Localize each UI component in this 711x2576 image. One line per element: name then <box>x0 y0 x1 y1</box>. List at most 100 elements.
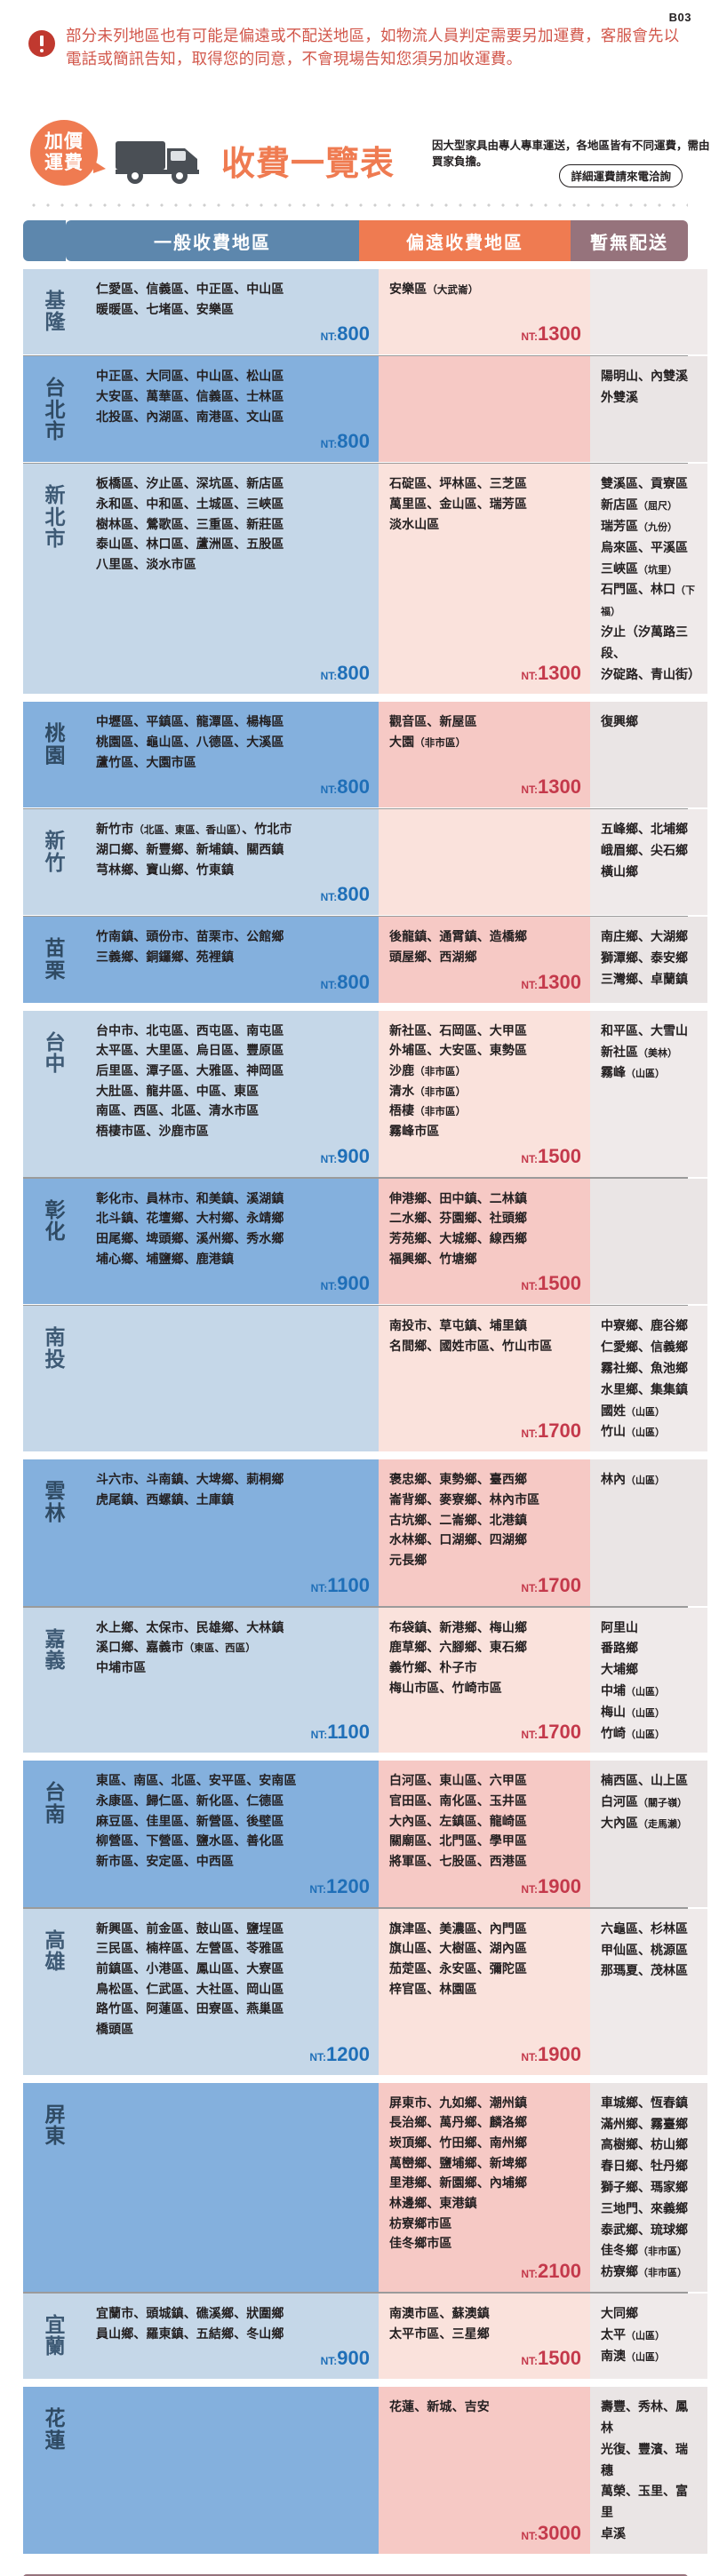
normal-area-wrap <box>96 2397 370 2545</box>
province-name: 宜蘭 <box>44 2312 66 2358</box>
remote-area-cell: 南投市、草屯鎮、埔里鎮 名間鄉、國姓市區、竹山市區 NT:1700 <box>379 1306 590 1452</box>
area-line: 白河區、東山區、六甲區 <box>389 1773 528 1788</box>
table-row: 嘉義 水上鄉、太保市、民雄鄉、大林鎮 溪口鄉、嘉義市（東區、西區） 中埔市區 NT:11… <box>23 1607 707 1753</box>
no-delivery-list: 六龜區、杉林區 甲仙區、桃源區 那瑪夏、茂林區 <box>601 1919 699 1982</box>
area-line: 車城鄉、恆春鎮 <box>601 2095 688 2110</box>
remote-area-wrap: 花蓮、新城、吉安 NT:3000 <box>389 2397 581 2545</box>
province-name: 基隆 <box>44 289 66 334</box>
area-line: 萬巒鄉、鹽埔鄉、新埤鄉 <box>389 2155 528 2170</box>
area-line: 石碇區、坪林區、三芝區 <box>389 476 528 491</box>
remote-area-list: 花蓮、新城、吉安 <box>389 2397 581 2417</box>
area-line: 佳冬鄉市區 <box>389 2236 452 2251</box>
area-line: 國姓（山區） <box>601 1403 665 1418</box>
area-line: 柳營區、下營區、鹽水區、善化區 <box>96 1833 284 1849</box>
row-separator <box>23 354 688 357</box>
area-line: 復興鄉 <box>601 714 638 729</box>
normal-area-cell: 水上鄉、太保市、民雄鄉、大林鎮 溪口鄉、嘉義市（東區、西區） 中埔市區 NT:1100 <box>85 1607 379 1753</box>
area-line: 將軍區、七股區、西港區 <box>389 1854 528 1869</box>
area-line: 陽明山、內雙溪 <box>601 369 688 384</box>
province-name: 台南 <box>44 1780 66 1825</box>
call-inquiry-button[interactable]: 詳細運費請來電洽詢 <box>559 164 683 187</box>
normal-price: NT:800 <box>320 970 370 993</box>
area-line: 后里區、潭子區、大雅區、神岡區 <box>96 1063 284 1078</box>
no-delivery-cell: 大同鄉 太平（山區） 南澳（山區） <box>590 2293 707 2380</box>
area-line: 員山鄉、羅東鎮、五結鄉、冬山鄉 <box>96 2326 284 2341</box>
area-line: 汐止（汐萬路三段、 <box>601 624 688 660</box>
area-line: 屏東市、九如鄉、潮州鎮 <box>389 2095 528 2110</box>
area-line: 竹山（山區） <box>601 1424 665 1439</box>
area-line: 淡水山區 <box>389 516 440 531</box>
area-line: 泰武鄉、琉球鄉 <box>601 2222 688 2237</box>
header-remote-area: 偏遠收費地區 <box>359 220 571 261</box>
area-line: 里港鄉、新園鄉、內埔鄉 <box>389 2175 528 2190</box>
fee-table: 一般收費地區 偏遠收費地區 暫無配送 基隆 仁愛區、信義區、中正區、中山區 暖暖區、… <box>23 220 707 2562</box>
row-separator <box>23 1177 688 1179</box>
province-name: 嘉義 <box>44 1626 66 1672</box>
no-delivery-cell: 和平區、大雪山 新社區（美林） 霧峰（山區） <box>590 1010 707 1177</box>
remote-area-cell: 花蓮、新城、吉安 NT:3000 <box>379 2387 590 2554</box>
warning-notice: 部分未列地區也有可能是偏遠或不配送地區，如物流人員判定需要另加運費，客服會先以電… <box>28 25 684 72</box>
area-line: 三灣鄉、卓蘭鎮 <box>601 971 688 986</box>
no-delivery-list: 和平區、大雪山 新社區（美林） 霧峰（山區） <box>601 1021 699 1084</box>
area-line: 白河區（關子嶺） <box>601 1794 687 1809</box>
province-name: 台北市 <box>44 376 66 443</box>
row-separator <box>23 2292 688 2294</box>
remote-area-wrap <box>389 819 581 906</box>
area-line: 竹南鎮、頭份市、苗栗市、公館鄉 <box>96 929 284 944</box>
no-delivery-cell: 南庄鄉、大湖鄉 獅潭鄉、泰安鄉 三灣鄉、卓蘭鎮 <box>590 917 707 1003</box>
area-line: 大同鄉 <box>601 2305 638 2320</box>
area-line: 大安區、萬華區、信義區、士林區 <box>96 389 284 404</box>
area-line: 永康區、歸仁區、新化區、仁德區 <box>96 1793 284 1809</box>
area-line: 宜蘭市、頭城鎮、礁溪鄉、狀圍鄉 <box>96 2305 284 2320</box>
remote-area-cell: 南澳市區、蘇澳鎮 太平市區、三星鄉 NT:1500 <box>379 2293 590 2380</box>
area-line: 橋頭區 <box>96 2022 134 2037</box>
remote-price: NT:1500 <box>521 1144 581 1167</box>
remote-area-list: 安樂區（大武崙） <box>389 279 581 299</box>
page-code: B03 <box>668 11 691 24</box>
province-name: 高雄 <box>44 1928 66 1974</box>
province-label-cell: 新竹 <box>23 809 85 916</box>
remote-price: NT:1300 <box>521 662 581 685</box>
normal-area-wrap: 中壢區、平鎮區、龍潭區、楊梅區 桃園區、龜山區、八德區、大溪區 蘆竹區、大園市區 NT… <box>96 712 370 799</box>
province-label-cell: 台中 <box>23 1010 85 1177</box>
remote-area-cell: 布袋鎮、新港鄉、梅山鄉 鹿草鄉、六腳鄉、東石鄉 義竹鄉、朴子市 梅山市區、竹崎市區 NT… <box>379 1607 590 1753</box>
area-line: 和平區、大雪山 <box>601 1022 688 1038</box>
normal-area-wrap: 宜蘭市、頭城鎮、礁溪鄉、狀圍鄉 員山鄉、羅東鎮、五結鄉、冬山鄉 NT:900 <box>96 2303 370 2370</box>
table-row: 新北市 板橋區、汐止區、深坑區、新店區 永和區、中和區、土城區、三峽區 樹林區、鶯歌區… <box>23 464 707 695</box>
exclamation-circle-icon <box>28 30 55 57</box>
normal-area-cell: 斗六市、斗南鎮、大埤鄉、莿桐鄉 虎尾鎮、西螺鎮、土庫鎮 NT:1100 <box>85 1459 379 1606</box>
area-line: 台中市、北屯區、西屯區、南屯區 <box>96 1022 284 1038</box>
area-line: 佳冬鄉（非市區） <box>601 2243 687 2258</box>
normal-price: NT:800 <box>320 662 370 685</box>
row-separator <box>23 462 688 465</box>
normal-area-cell: 竹南鎮、頭份市、苗栗市、公館鄉 三義鄉、銅鑼鄉、苑裡鎮 NT:800 <box>85 917 379 1003</box>
area-line: 大埔鄉 <box>601 1662 638 1677</box>
normal-area-list: 台中市、北屯區、西屯區、南屯區 太平區、大里區、烏日區、豐原區 后里區、潭子區、大雅… <box>96 1021 370 1141</box>
remote-area-cell: 伸港鄉、田中鎮、二林鎮 二水鄉、芬園鄉、社頭鄉 芳苑鄉、大城鄉、線西鄉 福興鄉、竹塘鄉… <box>379 1178 590 1305</box>
remote-price: NT:1300 <box>521 322 581 346</box>
normal-area-cell: 宜蘭市、頭城鎮、礁溪鄉、狀圍鄉 員山鄉、羅東鎮、五結鄉、冬山鄉 NT:900 <box>85 2293 379 2380</box>
area-line: 埔心鄉、埔鹽鄉、鹿港鎮 <box>96 1251 235 1266</box>
table-row: 雲林 斗六市、斗南鎮、大埤鄉、莿桐鄉 虎尾鎮、西螺鎮、土庫鎮 NT:1100 褒忠鄉、東… <box>23 1459 707 1608</box>
normal-area-wrap: 新竹市（北區、東區、香山區）、竹北市 湖口鄉、新豐鄉、新埔鎮、關西鎮 芎林鄉、寶山鄉… <box>96 819 370 906</box>
area-line: 太平區、大里區、烏日區、豐原區 <box>96 1043 284 1058</box>
normal-area-list: 宜蘭市、頭城鎮、礁溪鄉、狀圍鄉 員山鄉、羅東鎮、五結鄉、冬山鄉 <box>96 2303 370 2343</box>
normal-area-cell <box>85 2387 379 2554</box>
area-line: 布袋鎮、新港鄉、梅山鄉 <box>389 1619 528 1634</box>
province-label-cell: 基隆 <box>23 269 85 355</box>
normal-area-cell: 板橋區、汐止區、深坑區、新店區 永和區、中和區、土城區、三峽區 樹林區、鶯歌區、三重… <box>85 464 379 695</box>
remote-area-cell <box>379 356 590 463</box>
header-spacer <box>23 220 66 261</box>
area-line: 霧峰（山區） <box>601 1065 665 1080</box>
remote-area-wrap: 布袋鎮、新港鄉、梅山鄉 鹿草鄉、六腳鄉、東石鄉 義竹鄉、朴子市 梅山市區、竹崎市區 NT… <box>389 1618 581 1745</box>
row-separator <box>23 807 688 810</box>
area-line: 新興區、前金區、鼓山區、鹽埕區 <box>96 1920 284 1936</box>
area-line: 大內區、左鎮區、龍崎區 <box>389 1813 528 1828</box>
area-line: 水上鄉、太保市、民雄鄉、大林鎮 <box>96 1619 284 1634</box>
title-note: 因大型家具由專人專車運送，各地區皆有不同運費，需由買家負擔。 <box>432 139 710 169</box>
area-line: 六龜區、杉林區 <box>601 1920 688 1936</box>
area-line: 三地門、來義鄉 <box>601 2200 688 2215</box>
no-delivery-cell: 楠西區、山上區 白河區（關子嶺） 大內區（走馬瀨） <box>590 1761 707 1907</box>
remote-area-cell: 觀音區、新屋區 大園（非市區） NT:1300 <box>379 702 590 808</box>
